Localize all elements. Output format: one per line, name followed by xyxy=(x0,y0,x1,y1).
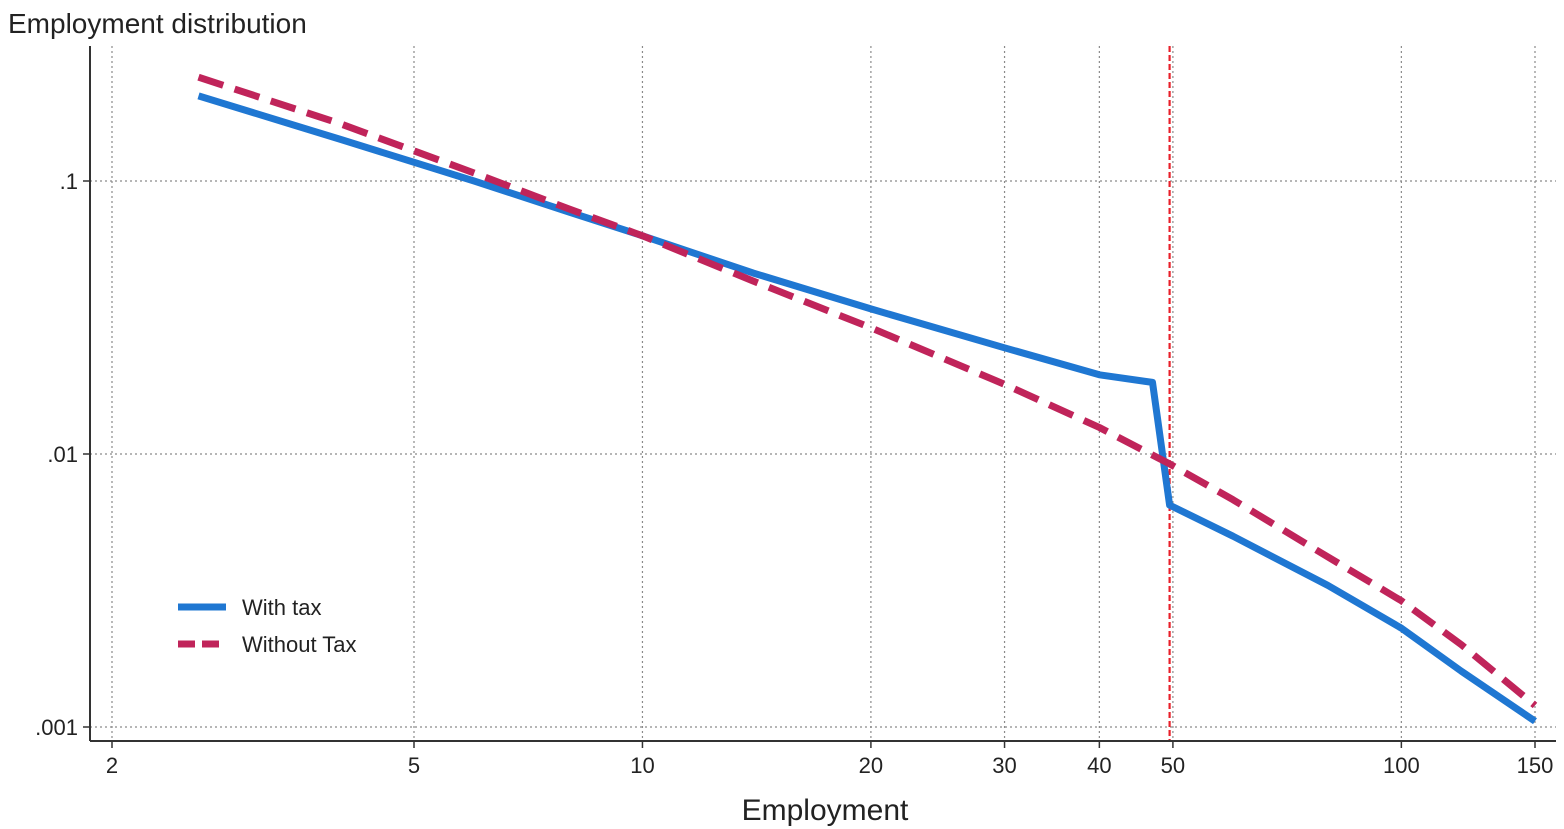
legend-label: With tax xyxy=(242,595,321,620)
series-line-with-tax xyxy=(197,92,1537,725)
y-tick-label: .001 xyxy=(35,715,78,740)
y-axis-title: Employment distribution xyxy=(8,8,307,39)
x-tick-label: 5 xyxy=(408,753,420,778)
x-tick-label: 100 xyxy=(1383,753,1420,778)
x-tick-label: 10 xyxy=(630,753,654,778)
legend-label: Without Tax xyxy=(242,632,357,657)
y-tick-label: .01 xyxy=(47,442,78,467)
series-group xyxy=(197,73,1538,725)
axes xyxy=(89,46,1556,742)
legend: With tax Without Tax xyxy=(178,595,357,657)
x-tick-label: 30 xyxy=(992,753,1016,778)
x-tick-label: 40 xyxy=(1087,753,1111,778)
y-tick-label: .1 xyxy=(60,169,78,194)
x-tick-label: 20 xyxy=(859,753,883,778)
series-line-without-tax xyxy=(197,73,1538,709)
x-axis-title: Employment xyxy=(742,794,909,827)
x-tick-label: 50 xyxy=(1161,753,1185,778)
x-tick-label: 150 xyxy=(1517,753,1554,778)
x-tick-label: 2 xyxy=(106,753,118,778)
tick-labels: 2 5 10 20 30 40 50 100 150 .1 .01 .001 xyxy=(35,169,1553,778)
